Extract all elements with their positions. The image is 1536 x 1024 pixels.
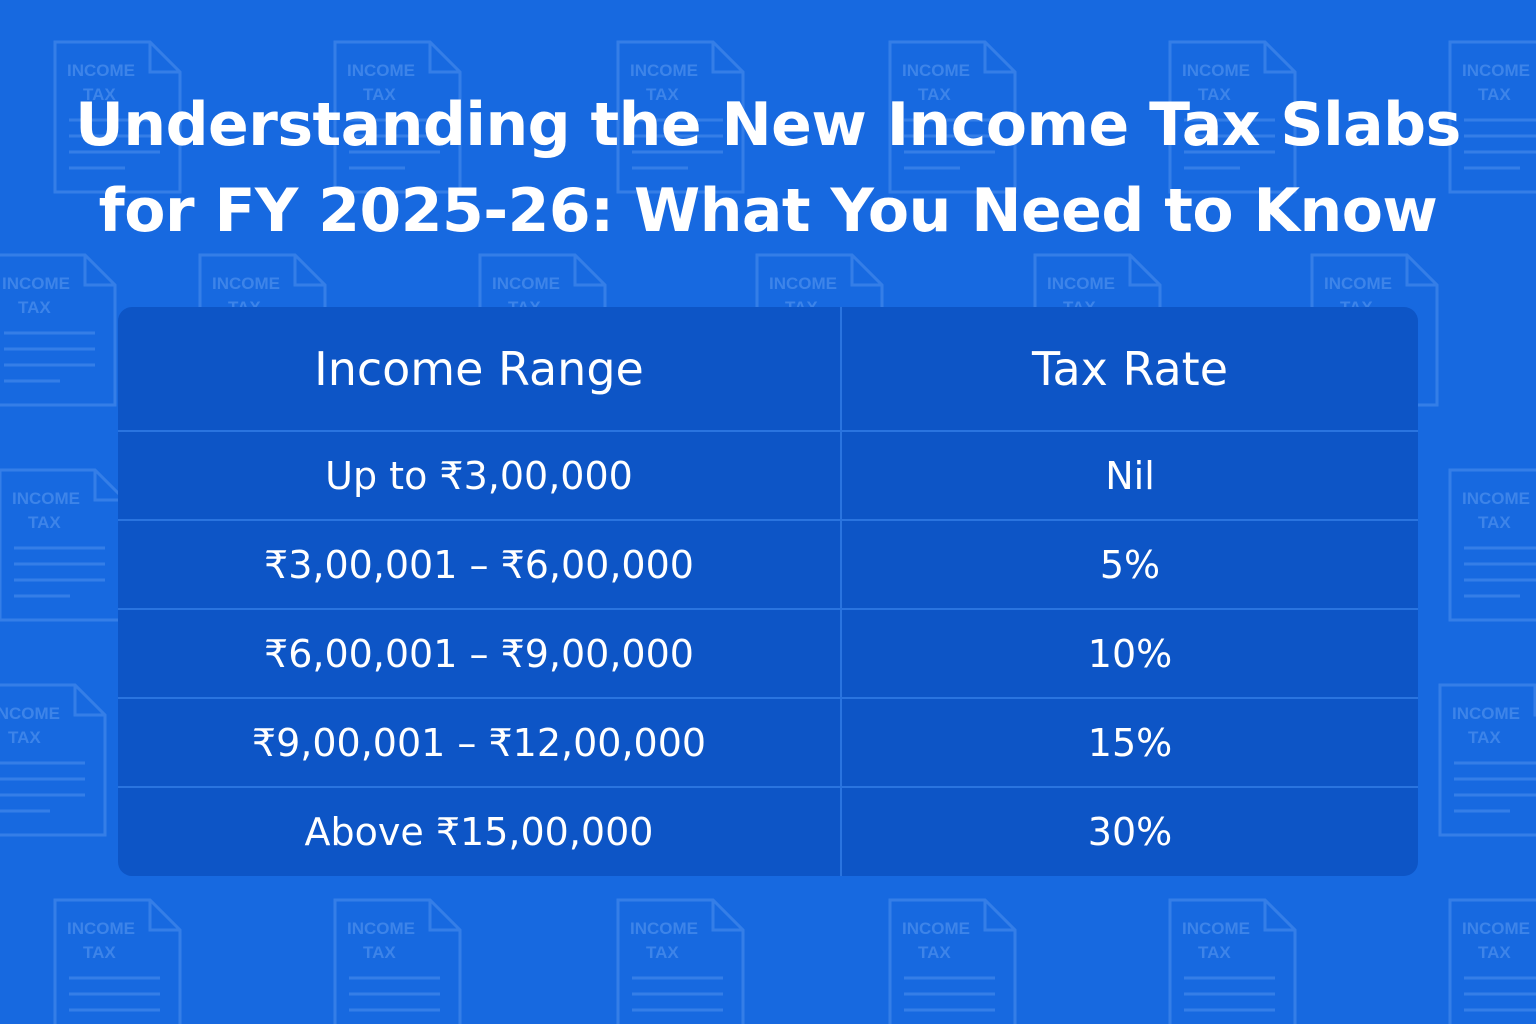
header-income-range: Income Range xyxy=(118,307,842,430)
document-icon-label: TAX xyxy=(83,85,116,104)
document-icon-label: TAX xyxy=(1478,513,1511,532)
document-icon-label: INCOME xyxy=(2,274,70,293)
document-icon: INCOME TAX xyxy=(0,683,107,837)
tax-rate-cell: 10% xyxy=(1087,631,1173,676)
document-icon-label: TAX xyxy=(8,728,41,747)
income-range-cell: Up to ₹3,00,000 xyxy=(118,432,842,519)
document-icon: INCOME TAX xyxy=(0,468,127,622)
document-icon-label: TAX xyxy=(1468,728,1501,747)
document-icon-label: INCOME xyxy=(1324,274,1392,293)
document-icon: INCOME TAX xyxy=(333,898,462,1024)
table-row: ₹6,00,001 – ₹9,00,000 10% xyxy=(118,610,1418,699)
table-header-row: Income Range Tax Rate xyxy=(118,307,1418,432)
document-icon-label: INCOME xyxy=(0,704,60,723)
document-icon-label: TAX xyxy=(646,85,679,104)
document-icon: INCOME TAX xyxy=(1168,898,1297,1024)
document-icon-label: TAX xyxy=(83,943,116,962)
document-icon: INCOME TAX xyxy=(1168,40,1297,194)
document-icon-label: INCOME xyxy=(902,61,970,80)
document-icon: INCOME TAX xyxy=(53,40,182,194)
document-icon-label: INCOME xyxy=(12,489,80,508)
document-icon-label: INCOME xyxy=(1182,61,1250,80)
document-icon-label: INCOME xyxy=(1182,919,1250,938)
document-icon-label: INCOME xyxy=(1047,274,1115,293)
document-icon: INCOME TAX xyxy=(333,40,462,194)
document-icon: INCOME TAX xyxy=(1448,468,1536,622)
document-icon: INCOME TAX xyxy=(53,898,182,1024)
table-row: Above ₹15,00,000 30% xyxy=(118,788,1418,876)
table-row: ₹9,00,001 – ₹12,00,000 15% xyxy=(118,699,1418,788)
income-range-cell: ₹9,00,001 – ₹12,00,000 xyxy=(118,699,842,786)
page-title: Understanding the New Income Tax Slabs f… xyxy=(0,82,1536,254)
document-icon-label: TAX xyxy=(363,85,396,104)
header-tax-rate: Tax Rate xyxy=(1032,341,1228,396)
document-icon-label: INCOME xyxy=(1462,919,1530,938)
tax-slab-table: Income Range Tax Rate Up to ₹3,00,000 Ni… xyxy=(118,307,1418,876)
document-icon-label: INCOME xyxy=(212,274,280,293)
document-icon: INCOME TAX xyxy=(888,898,1017,1024)
document-icon: INCOME TAX xyxy=(0,253,117,407)
document-icon-label: TAX xyxy=(646,943,679,962)
document-icon: INCOME TAX xyxy=(1438,683,1536,837)
document-icon-label: TAX xyxy=(1198,943,1231,962)
income-range-cell: Above ₹15,00,000 xyxy=(118,788,842,876)
title-line-1: Understanding the New Income Tax Slabs xyxy=(75,90,1461,160)
document-icon-label: INCOME xyxy=(630,61,698,80)
document-icon-label: INCOME xyxy=(67,919,135,938)
document-icon: INCOME TAX xyxy=(1448,898,1536,1024)
table-row: ₹3,00,001 – ₹6,00,000 5% xyxy=(118,521,1418,610)
document-icon-label: INCOME xyxy=(1462,61,1530,80)
document-icon-label: TAX xyxy=(18,298,51,317)
document-icon: INCOME TAX xyxy=(616,898,745,1024)
tax-rate-cell: 15% xyxy=(1087,720,1173,765)
document-icon-label: INCOME xyxy=(492,274,560,293)
document-icon-label: INCOME xyxy=(67,61,135,80)
document-icon-label: INCOME xyxy=(769,274,837,293)
document-icon-label: INCOME xyxy=(1452,704,1520,723)
tax-rate-cell: Nil xyxy=(1105,453,1155,498)
document-icon-label: TAX xyxy=(1478,943,1511,962)
document-icon-label: TAX xyxy=(1198,85,1231,104)
document-icon-label: INCOME xyxy=(347,61,415,80)
table-row: Up to ₹3,00,000 Nil xyxy=(118,432,1418,521)
document-icon: INCOME TAX xyxy=(1448,40,1536,194)
document-icon-label: TAX xyxy=(918,85,951,104)
document-icon-label: INCOME xyxy=(347,919,415,938)
document-icon: INCOME TAX xyxy=(616,40,745,194)
income-range-cell: ₹3,00,001 – ₹6,00,000 xyxy=(118,521,842,608)
document-icon-label: TAX xyxy=(363,943,396,962)
title-line-2: for FY 2025-26: What You Need to Know xyxy=(98,176,1438,246)
document-icon-label: TAX xyxy=(918,943,951,962)
document-icon: INCOME TAX xyxy=(888,40,1017,194)
document-icon-label: INCOME xyxy=(630,919,698,938)
document-icon-label: TAX xyxy=(28,513,61,532)
tax-rate-cell: 30% xyxy=(1087,810,1173,854)
document-icon-label: INCOME xyxy=(1462,489,1530,508)
document-icon-label: INCOME xyxy=(902,919,970,938)
income-range-cell: ₹6,00,001 – ₹9,00,000 xyxy=(118,610,842,697)
tax-rate-cell: 5% xyxy=(1099,542,1161,587)
document-icon-label: TAX xyxy=(1478,85,1511,104)
